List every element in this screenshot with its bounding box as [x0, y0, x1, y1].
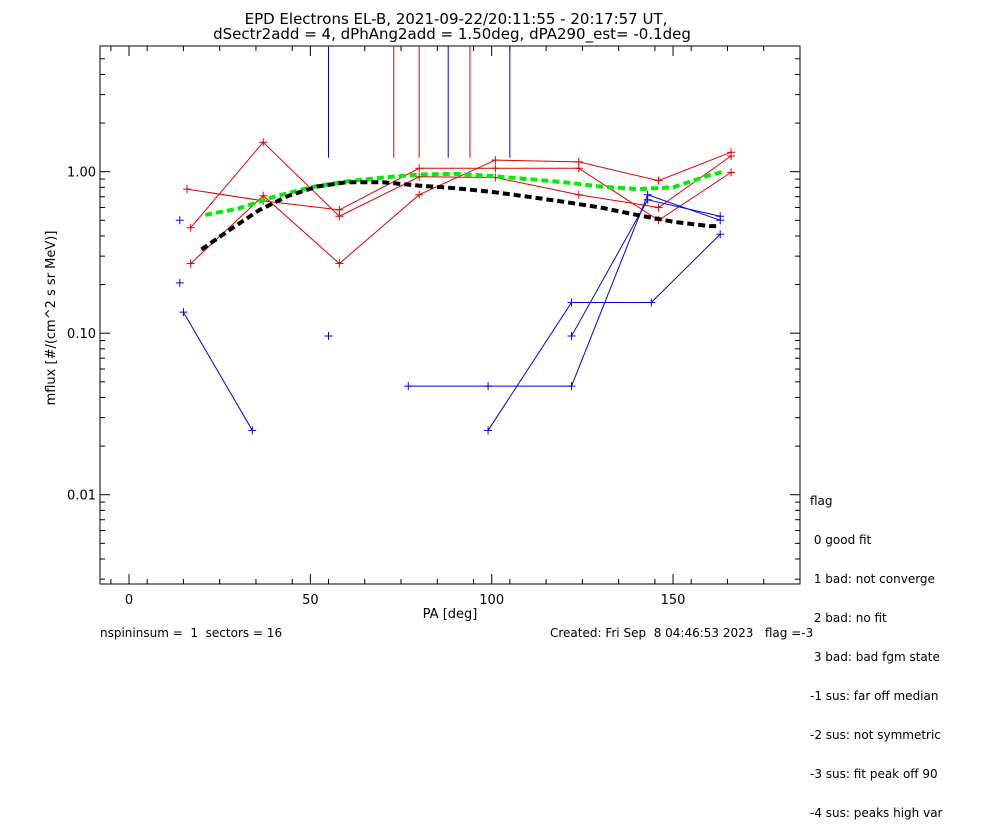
- flag-legend-item: -4 sus: peaks high var: [810, 806, 943, 820]
- black-fit-curve: [200, 180, 721, 252]
- chart-canvas: EPD Electrons EL-B, 2021-09-22/20:11:55 …: [44, 10, 801, 622]
- data-point: [716, 230, 725, 239]
- red-series-line: [190, 141, 732, 229]
- data-point: [727, 152, 736, 161]
- data-point: [567, 298, 576, 307]
- flag-legend-heading: flag: [810, 494, 833, 508]
- data-series: [175, 138, 736, 435]
- data-point: [491, 156, 500, 165]
- footer-created-info: Created: Fri Sep 8 04:46:53 2023 flag =-…: [550, 626, 814, 640]
- data-point: [643, 195, 652, 204]
- flag-legend-item: -3 sus: fit peak off 90: [810, 767, 938, 781]
- data-point: [415, 190, 424, 199]
- plot-frame: [99, 45, 801, 585]
- green-fit-curve: [204, 169, 725, 217]
- blue-series-line: [408, 194, 721, 387]
- flag-legend-item: 0 good fit: [810, 533, 872, 547]
- red-series-line: [190, 151, 732, 265]
- data-point: [484, 382, 493, 391]
- chart-title-line2: dSectr2add = 4, dPhAng2add = 1.50deg, dP…: [213, 25, 691, 44]
- data-point: [186, 259, 195, 268]
- chart-title-line1: EPD Electrons EL-B, 2021-09-22/20:11:55 …: [245, 10, 668, 28]
- data-point: [335, 259, 344, 268]
- data-point: [415, 172, 424, 181]
- data-point: [574, 190, 583, 199]
- data-point: [324, 332, 333, 341]
- x-axis-label: PA [deg]: [423, 607, 478, 622]
- data-point: [716, 212, 725, 221]
- flag-legend: flag 0 good fit 1 bad: not converge 2 ba…: [810, 469, 942, 833]
- vertical-lines: [327, 46, 511, 158]
- data-point: [647, 298, 656, 307]
- footer-spin-info: nspininsum = 1 sectors = 16: [100, 626, 283, 640]
- x-tick-label: 100: [479, 593, 504, 608]
- flag-legend-item: -2 sus: not symmetric: [810, 728, 941, 742]
- data-point: [574, 164, 583, 173]
- data-point: [727, 168, 736, 177]
- data-point: [415, 164, 424, 173]
- x-tick-label: 50: [302, 593, 319, 608]
- blue-series-line: [571, 199, 721, 337]
- x-tick-label: 150: [661, 593, 686, 608]
- data-point: [567, 332, 576, 341]
- data-point: [654, 176, 663, 185]
- y-tick-label: 1.00: [67, 166, 96, 181]
- flag-legend-item: 3 bad: bad fgm state: [810, 650, 940, 664]
- y-tick-label: 0.10: [67, 327, 96, 342]
- flag-legend-item: 2 bad: no fit: [810, 611, 887, 625]
- data-point: [248, 426, 257, 435]
- data-point: [484, 426, 493, 435]
- flag-legend-item: 1 bad: not converge: [810, 572, 935, 586]
- data-point: [179, 308, 188, 317]
- y-tick-label: 0.01: [67, 489, 96, 504]
- data-point: [175, 278, 184, 287]
- flag-legend-item: -1 sus: far off median: [810, 689, 939, 703]
- data-point: [491, 164, 500, 173]
- blue-series-line: [182, 311, 253, 431]
- data-point: [404, 382, 413, 391]
- axis-ticks: 0 50 100 150 0.01 0.10 1.00: [67, 45, 800, 608]
- x-tick-label: 0: [125, 593, 133, 608]
- data-point: [654, 203, 663, 212]
- fit-curves: [200, 169, 725, 252]
- blue-series-line: [487, 233, 721, 431]
- y-axis-label: mflux [#/(cm^2 s sr MeV)]: [44, 231, 59, 406]
- data-point: [335, 212, 344, 221]
- data-point: [183, 185, 192, 194]
- data-point: [186, 223, 195, 232]
- data-point: [259, 138, 268, 147]
- data-point: [175, 216, 184, 225]
- data-point: [567, 382, 576, 391]
